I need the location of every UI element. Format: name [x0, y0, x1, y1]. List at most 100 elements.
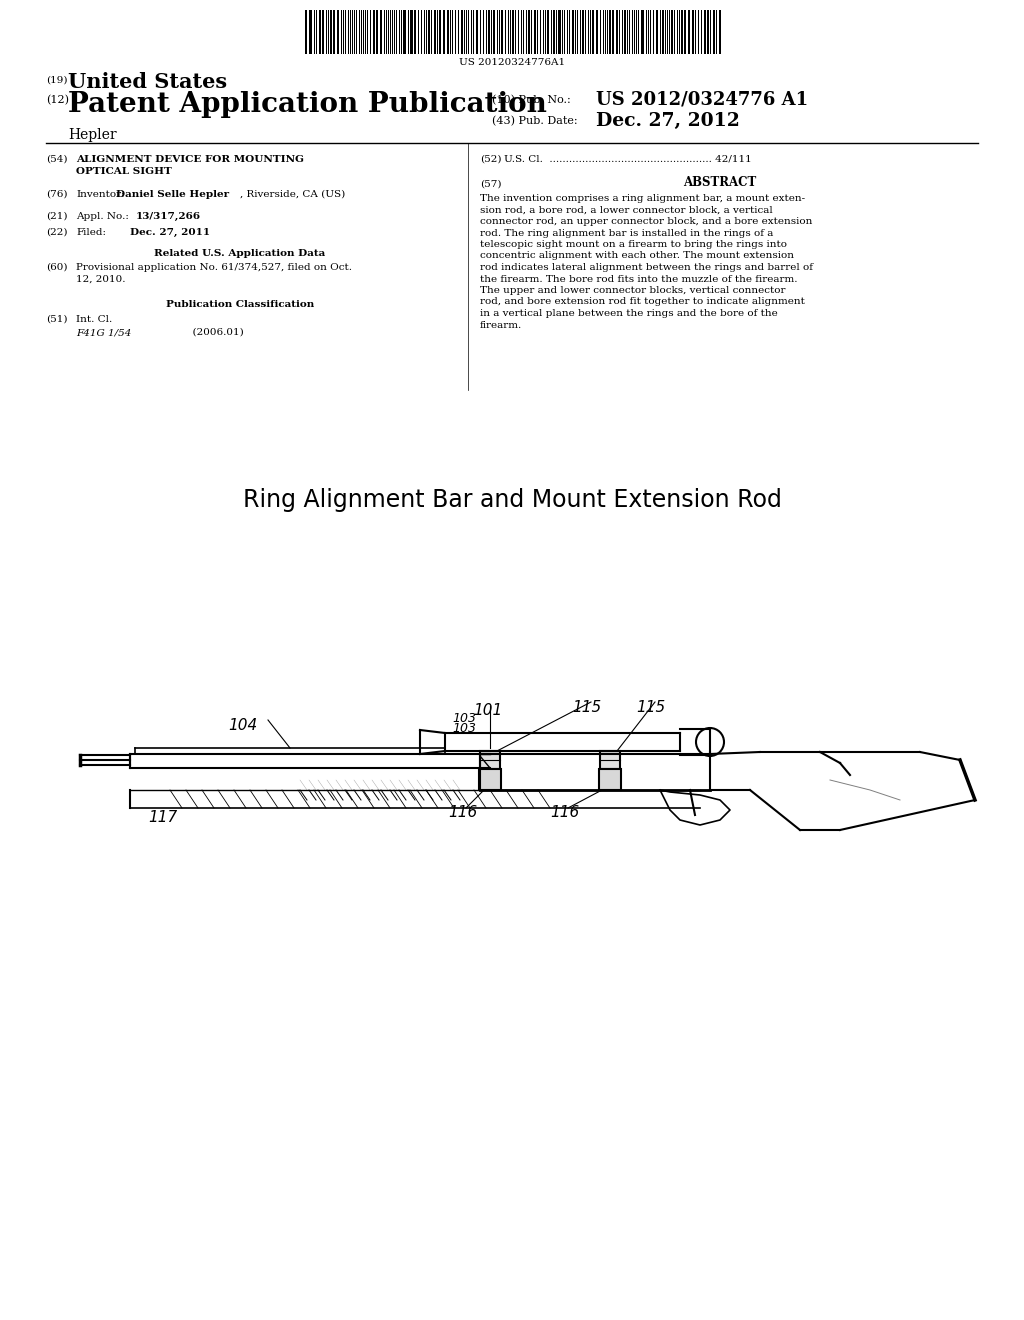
Text: (57): (57) [480, 180, 502, 189]
Text: The invention comprises a ring alignment bar, a mount exten-: The invention comprises a ring alignment… [480, 194, 805, 203]
Bar [410, 11, 413, 54]
Bar [534, 11, 536, 54]
Bar [671, 11, 673, 54]
Text: (60): (60) [46, 263, 68, 272]
Text: Daniel Selle Hepler: Daniel Selle Hepler [116, 190, 229, 199]
Text: 117: 117 [148, 810, 177, 825]
Text: connector rod, an upper connector block, and a bore extension: connector rod, an upper connector block,… [480, 216, 812, 226]
Bar [612, 11, 614, 54]
Text: Inventor:: Inventor: [76, 190, 125, 199]
Text: Dec. 27, 2012: Dec. 27, 2012 [596, 112, 739, 129]
Bar [479, 770, 501, 789]
Text: (22): (22) [46, 228, 68, 238]
Bar [572, 11, 574, 54]
Text: Related U.S. Application Data: Related U.S. Application Data [155, 249, 326, 257]
Bar [309, 11, 312, 54]
Text: 103: 103 [452, 722, 476, 735]
Text: (19): (19) [46, 77, 68, 84]
Bar [428, 11, 430, 54]
Text: 12, 2010.: 12, 2010. [76, 275, 126, 284]
Bar [443, 11, 445, 54]
Text: US 20120324776A1: US 20120324776A1 [459, 58, 565, 67]
Text: (21): (21) [46, 213, 68, 220]
Text: 13/317,266: 13/317,266 [136, 213, 201, 220]
Bar [656, 11, 658, 54]
Bar [376, 11, 378, 54]
Text: 104: 104 [228, 718, 257, 733]
Text: 115: 115 [572, 700, 601, 715]
Bar [322, 11, 324, 54]
Bar [707, 11, 709, 54]
Text: F41G 1/54: F41G 1/54 [76, 327, 131, 337]
Text: Appl. No.:: Appl. No.: [76, 213, 132, 220]
Text: United States: United States [68, 73, 227, 92]
Text: sion rod, a bore rod, a lower connector block, a vertical: sion rod, a bore rod, a lower connector … [480, 206, 773, 214]
Bar [600, 751, 620, 770]
Bar [337, 11, 339, 54]
Text: The upper and lower connector blocks, vertical connector: The upper and lower connector blocks, ve… [480, 286, 785, 294]
Text: telescopic sight mount on a firearm to bring the rings into: telescopic sight mount on a firearm to b… [480, 240, 787, 249]
Text: OPTICAL SIGHT: OPTICAL SIGHT [76, 168, 172, 176]
Text: (2006.01): (2006.01) [160, 327, 244, 337]
Text: Patent Application Publication: Patent Application Publication [68, 91, 547, 117]
Text: (12): (12) [46, 95, 69, 106]
Text: ABSTRACT: ABSTRACT [683, 176, 757, 189]
Bar [705, 11, 706, 54]
Text: (10) Pub. No.:: (10) Pub. No.: [492, 95, 570, 106]
Text: , Riverside, CA (US): , Riverside, CA (US) [240, 190, 345, 199]
Text: (52): (52) [480, 154, 502, 164]
Bar [641, 11, 644, 54]
Bar [403, 11, 406, 54]
Text: rod. The ring alignment bar is installed in the rings of a: rod. The ring alignment bar is installed… [480, 228, 773, 238]
Bar [528, 11, 530, 54]
Bar [592, 11, 594, 54]
Text: 116: 116 [550, 805, 580, 820]
Text: (51): (51) [46, 315, 68, 323]
Bar [616, 11, 618, 54]
Text: 116: 116 [449, 805, 477, 820]
Bar [333, 11, 335, 54]
Text: U.S. Cl.  .................................................. 42/111: U.S. Cl. ...............................… [504, 154, 752, 164]
Bar [373, 11, 375, 54]
Bar [662, 11, 664, 54]
Text: Provisional application No. 61/374,527, filed on Oct.: Provisional application No. 61/374,527, … [76, 263, 352, 272]
Text: Dec. 27, 2011: Dec. 27, 2011 [130, 228, 210, 238]
Bar [319, 11, 321, 54]
Text: 103: 103 [452, 711, 476, 725]
Bar [713, 11, 715, 54]
Text: ALIGNMENT DEVICE FOR MOUNTING: ALIGNMENT DEVICE FOR MOUNTING [76, 154, 304, 164]
Bar [609, 11, 611, 54]
Text: rod indicates lateral alignment between the rings and barrel of: rod indicates lateral alignment between … [480, 263, 813, 272]
Bar [447, 11, 449, 54]
Bar [434, 11, 436, 54]
Bar [599, 770, 621, 789]
Text: firearm.: firearm. [480, 321, 522, 330]
Bar [596, 11, 598, 54]
Text: (76): (76) [46, 190, 68, 199]
Bar [330, 11, 332, 54]
Text: (43) Pub. Date:: (43) Pub. Date: [492, 116, 578, 127]
Bar [414, 11, 416, 54]
Bar [681, 11, 683, 54]
Bar [624, 11, 626, 54]
Bar [558, 11, 561, 54]
Text: Ring Alignment Bar and Mount Extension Rod: Ring Alignment Bar and Mount Extension R… [243, 488, 781, 512]
Bar [380, 11, 382, 54]
Text: Publication Classification: Publication Classification [166, 300, 314, 309]
Bar [692, 11, 694, 54]
Text: concentric alignment with each other. The mount extension: concentric alignment with each other. Th… [480, 252, 794, 260]
Text: 115: 115 [636, 700, 666, 715]
Text: Int. Cl.: Int. Cl. [76, 315, 113, 323]
Text: the firearm. The bore rod fits into the muzzle of the firearm.: the firearm. The bore rod fits into the … [480, 275, 798, 284]
Bar [688, 11, 690, 54]
Bar [547, 11, 549, 54]
Bar [493, 11, 495, 54]
Text: Filed:: Filed: [76, 228, 106, 238]
Text: (54): (54) [46, 154, 68, 164]
Bar [501, 11, 503, 54]
Text: rod, and bore extension rod fit together to indicate alignment: rod, and bore extension rod fit together… [480, 297, 805, 306]
Bar [488, 11, 490, 54]
Text: Hepler: Hepler [68, 128, 117, 143]
Bar [476, 11, 478, 54]
Bar [719, 11, 721, 54]
